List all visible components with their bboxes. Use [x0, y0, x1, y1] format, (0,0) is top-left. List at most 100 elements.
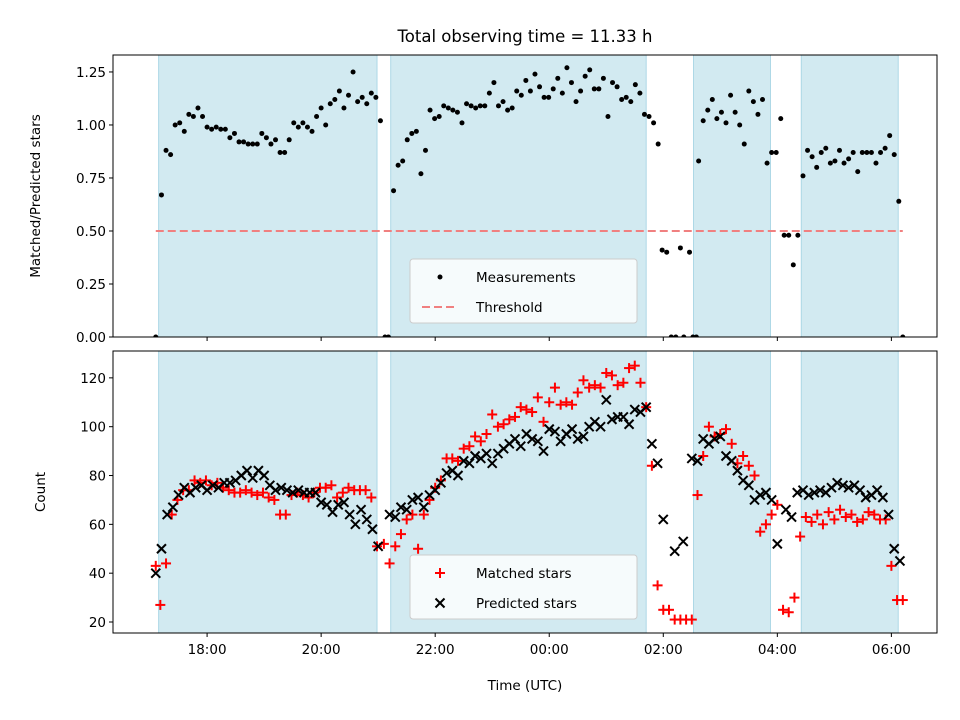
measurements-point: [422, 147, 428, 153]
shaded-interval-0: [158, 54, 378, 338]
predicted-stars-point: [809, 487, 820, 498]
measurements-point: [432, 116, 438, 122]
predicted-stars-point: [412, 492, 424, 503]
predicted-stars-point: [623, 419, 635, 430]
measurements-point: [168, 152, 174, 158]
predicted-stars-point: [327, 506, 338, 518]
matched-stars-point: [606, 370, 617, 381]
shaded-interval-2: [693, 54, 771, 338]
measurements-point: [809, 154, 815, 160]
measurements-point: [268, 141, 274, 147]
measurements-point: [773, 150, 779, 156]
predicted-stars-point: [871, 484, 883, 496]
measurements-point: [741, 141, 747, 147]
measurements-point: [254, 141, 260, 147]
measurements-point: [177, 120, 183, 126]
measurements-point: [391, 188, 397, 194]
matched-stars-point: [629, 360, 640, 371]
predicted-stars-point: [173, 489, 184, 501]
matched-stars-point: [475, 436, 486, 447]
matched-stars-point: [360, 485, 371, 496]
measurements-point: [523, 77, 529, 83]
measurements-point: [746, 88, 752, 94]
matched-stars-point: [395, 529, 406, 540]
predicted-stars-point: [333, 499, 344, 511]
measurements-point: [295, 124, 301, 130]
predicted-stars-point: [418, 502, 429, 513]
shaded-interval-3: [800, 54, 899, 338]
matched-stars-point: [481, 429, 492, 440]
matched-stars-point: [829, 514, 840, 525]
matched-stars-point: [161, 558, 172, 569]
matched-stars-point: [418, 509, 429, 520]
matched-stars-point: [544, 397, 555, 408]
measurements-point: [814, 164, 820, 170]
measurements-point: [855, 169, 861, 175]
predicted-stars-point: [344, 509, 355, 520]
data-points: [150, 360, 908, 625]
matched-stars-point: [320, 482, 331, 493]
matched-stars-point: [235, 487, 246, 498]
predicted-stars-point: [601, 394, 612, 406]
axes-frame: [112, 54, 938, 338]
legend: Matched stars Predicted stars: [409, 554, 638, 620]
measurements-point: [546, 94, 552, 100]
predicted-stars-point: [258, 470, 270, 481]
predicted-stars-point: [441, 467, 452, 479]
legend-box: [409, 258, 638, 324]
matched-stars-point: [835, 504, 846, 515]
measurements-point: [213, 124, 219, 130]
measurements-point: [646, 113, 652, 119]
measurements-point: [163, 147, 169, 153]
top-panel: 0.00 0.25 0.50 0.75 1.00 1.25 Matched/Predicte…: [28, 54, 938, 346]
matched-stars-point: [698, 450, 709, 461]
matched-stars-point: [589, 380, 600, 391]
matched-stars-point: [447, 453, 458, 464]
legend-predicted-stars-label: Predicted stars: [476, 596, 577, 612]
measurements-point: [227, 135, 233, 141]
measurements-point: [454, 109, 460, 115]
predicted-stars-point: [606, 414, 618, 425]
y-tick-label: 60: [89, 517, 106, 533]
matched-stars-point: [601, 367, 612, 378]
matched-stars-point: [498, 419, 509, 430]
measurements-point: [482, 103, 488, 109]
measurements-point: [827, 160, 833, 166]
x-tick-label: 20:00: [302, 642, 341, 658]
predicted-stars-point: [156, 543, 167, 554]
predicted-stars-point: [401, 504, 412, 515]
measurements-point: [286, 137, 292, 143]
matched-stars-point: [561, 397, 572, 408]
matched-stars-point: [155, 599, 166, 610]
matched-stars-point: [527, 407, 538, 418]
measurements-point: [764, 160, 770, 166]
predicted-stars-point: [481, 448, 492, 459]
x-tick-label: 00:00: [530, 642, 569, 658]
predicted-stars-point: [276, 482, 287, 493]
matched-stars-point: [252, 490, 263, 501]
matched-stars-point: [280, 509, 291, 520]
measurements-point: [732, 109, 738, 115]
axes-frame: [112, 350, 938, 634]
measurements-point: [537, 84, 543, 90]
matched-stars-point: [766, 509, 777, 520]
measurements-point: [259, 130, 265, 136]
measurements-point: [359, 94, 365, 100]
measurements-point: [495, 103, 501, 109]
legend-box: [409, 554, 638, 620]
measurements-point: [209, 126, 215, 132]
legend-predicted-stars-swatch: [434, 597, 446, 609]
shaded-interval-2: [693, 350, 771, 634]
data-points: [153, 65, 906, 337]
matched-stars-point: [549, 382, 560, 393]
matched-stars-point: [897, 595, 908, 606]
predicted-stars-point: [814, 484, 826, 496]
matched-stars-point: [326, 480, 337, 491]
measurements-point: [222, 126, 228, 132]
matched-stars-point: [452, 455, 463, 466]
matched-stars-point: [743, 460, 754, 471]
measurements-point: [336, 88, 342, 94]
predicted-stars-point: [526, 433, 538, 445]
measurements-point: [718, 109, 724, 115]
matched-stars-point: [269, 494, 280, 505]
